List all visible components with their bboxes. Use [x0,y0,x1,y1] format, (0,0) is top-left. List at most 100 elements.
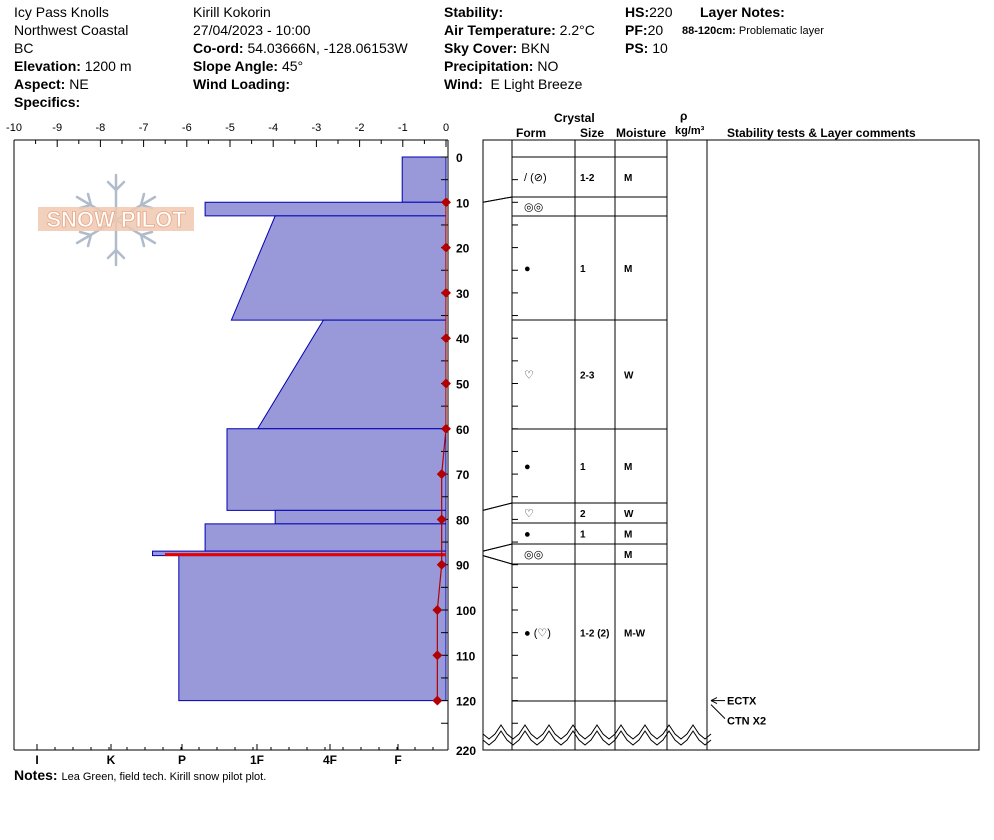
layer-form: ● (♡) [524,628,551,640]
temp-tick-label: 0 [443,122,449,134]
layer-form: / (⊘) [524,172,547,184]
layer-moisture: M [624,264,632,275]
layer-connector [482,196,513,203]
temperature-point [441,333,451,344]
layer-moisture: M [624,173,632,184]
layer-size: 2-3 [580,371,595,382]
observer: Kirill Kokorin [193,4,271,20]
depth-label: 90 [456,559,470,573]
depth-break-zigzag [482,730,712,746]
temp-tick-label: -3 [312,122,322,134]
sky-label: Sky Cover: [444,40,518,56]
pf-value: 20 [647,22,664,38]
depth-label: 60 [456,423,470,437]
layer-connector [482,543,513,552]
temperature-point [436,559,447,570]
sky-value: BKN [521,40,550,56]
depth-label: 70 [456,468,470,482]
temperature-point [441,197,451,208]
hardness-tick-label: K [107,753,116,767]
density-unit-header: kg/m³ [675,125,705,137]
depth-label: 50 [456,378,470,392]
wind-value: E Light Breeze [490,76,583,92]
layer-size: 2 [580,509,586,520]
coord-label: Co-ord: [193,40,244,56]
depth-label: 20 [456,242,470,256]
temperature-point [436,469,447,480]
layer-moisture: M [624,462,632,473]
temp-tick-label: -5 [225,122,235,134]
layer-notes-label: Layer Notes: [700,4,785,20]
temperature-point [432,605,443,615]
rho-header: ρ [680,109,688,123]
depth-label: 220 [456,744,476,758]
hardness-bar [226,428,447,511]
layer-form: ● [524,461,531,473]
temperature-point [441,242,451,253]
stability-test-label: CTN X2 [727,716,766,728]
pf-label: PF: [625,22,648,38]
precip-value: NO [537,58,559,74]
layer-size: 1 [580,264,586,275]
depth-label: 110 [456,649,476,663]
hs-label: HS: [625,4,650,20]
hardness-bar [401,156,447,203]
layer-moisture: W [624,509,634,520]
aspect-value: NE [69,76,89,92]
temperature-point [436,514,447,525]
layer-form: ● [524,263,531,275]
hardness-bar [230,215,447,321]
depth-label: 0 [456,151,463,165]
depth-break-zigzag [482,724,712,740]
layer-table-frame [482,139,980,751]
stability-arrow [710,704,726,719]
temp-tick-label: -10 [6,122,22,134]
hardness-tick-label: 4F [323,753,337,767]
slope-value: 45° [281,58,304,74]
stability-test-label: ECTX [727,696,757,708]
temperature-point [432,695,443,706]
temperature-line [436,202,447,701]
layer-size: 1 [580,530,586,541]
temp-tick-label: -1 [398,122,408,134]
temperature-point [441,287,451,298]
temp-tick-label: -9 [52,122,62,134]
temp-tick-label: -4 [268,122,278,134]
layer-moisture: M [624,550,632,561]
depth-label: 30 [456,287,470,301]
size-header: Size [580,126,605,140]
temperature-point [441,423,451,434]
datetime: 27/04/2023 - 10:00 [193,22,311,38]
temp-tick-label: -6 [182,122,192,134]
depth-label: 100 [456,604,476,618]
slope-label: Slope Angle: [193,58,279,74]
layer-size: 1-2 (2) [580,629,609,640]
layer-note-text: Problematic layer [738,25,824,37]
layer-connector [482,502,513,511]
province: BC [14,40,34,56]
layer-moisture: W [624,371,634,382]
temp-tick-label: -8 [96,122,106,134]
hardness-bar [204,523,447,552]
coord-value: 54.03666N, -128.06153W [247,40,408,56]
layer-moisture: M-W [624,629,646,640]
comments-header: Stability tests & Layer comments [727,126,916,140]
layer-note-range: 88-120cm: [682,25,736,37]
ps-value: 10 [652,40,668,56]
layer-form: ♡ [524,370,534,382]
air-temp-value: 2.2°C [559,22,595,38]
ps-label: PS: [625,40,649,56]
form-header: Form [516,126,546,140]
depth-label: 40 [456,332,470,346]
temperature-point [432,650,443,661]
layer-form: ♡ [524,508,534,520]
hardness-bar [256,319,447,430]
layer-form: ◎◎ [524,202,543,214]
aspect-label: Aspect: [14,76,66,92]
region: Northwest Coastal [14,22,129,38]
air-temp-label: Air Temperature: [444,22,556,38]
specifics-label: Specifics: [14,94,81,110]
layer-connector [482,555,513,565]
snowpilot-logo: SNOW PILOT [38,173,194,267]
